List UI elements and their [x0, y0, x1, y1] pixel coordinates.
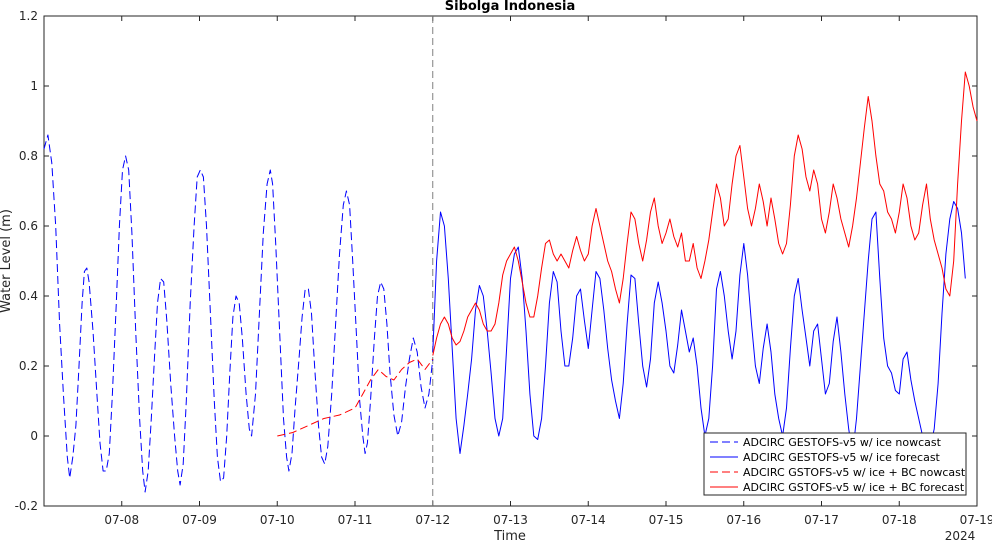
x-tick-label: 07-08 [104, 513, 139, 527]
y-tick-label: 0.8 [19, 149, 38, 163]
plot-area [43, 15, 978, 507]
x-tick-label: 07-17 [804, 513, 839, 527]
y-tick-label: 0.6 [19, 219, 38, 233]
x-tick-label: 07-09 [182, 513, 217, 527]
x-tick-label: 07-18 [882, 513, 917, 527]
y-tick-label: 1 [30, 79, 38, 93]
legend-box [703, 432, 967, 496]
y-tick-label: 0 [30, 429, 38, 443]
series-line-4 [432, 71, 978, 356]
legend-entry-label: ADCIRC GSTOFS-v5 w/ ice + BC forecast [743, 481, 965, 494]
y-tick-label: 0.2 [19, 359, 38, 373]
x-tick-label: 07-15 [649, 513, 684, 527]
series-line-1 [43, 134, 434, 493]
y-tick-label: 1.2 [19, 9, 38, 23]
legend-entry-label: ADCIRC GSTOFS-v5 w/ ice + BC nowcast [743, 466, 966, 479]
series-lines [43, 71, 978, 493]
x-axis-label: Time [493, 529, 526, 541]
legend-entry-label: ADCIRC GESTOFS-v5 w/ ice forecast [743, 451, 941, 464]
legend-entry-label: ADCIRC GESTOFS-v5 w/ ice nowcast [743, 436, 942, 449]
series-line-2 [432, 201, 966, 454]
y-tick-label: 0.4 [19, 289, 38, 303]
y-axis-ticks: -0.2 0 0.2 0.4 0.6 0.8 1 1.2 [15, 9, 977, 513]
y-tick-label: -0.2 [15, 499, 38, 513]
x-axis-ticks: 07-08 07-09 07-10 07-11 07-12 07-13 07-14 07-15… [104, 16, 992, 527]
x-tick-label: 07-19 [960, 513, 992, 527]
x-tick-label: 07-13 [493, 513, 528, 527]
x-tick-label: 07-12 [415, 513, 450, 527]
year-label: 2024 [945, 529, 976, 541]
x-tick-label: 07-14 [571, 513, 606, 527]
x-tick-label: 07-11 [338, 513, 373, 527]
y-axis-label: Water Level (m) [0, 209, 14, 313]
x-tick-label: 07-10 [260, 513, 295, 527]
legend: ADCIRC GESTOFS-v5 w/ ice nowcast ADCIRC G… [703, 432, 967, 496]
chart-title: Sibolga Indonesia [445, 0, 575, 14]
x-tick-label: 07-16 [726, 513, 761, 527]
series-line-3 [277, 358, 434, 437]
